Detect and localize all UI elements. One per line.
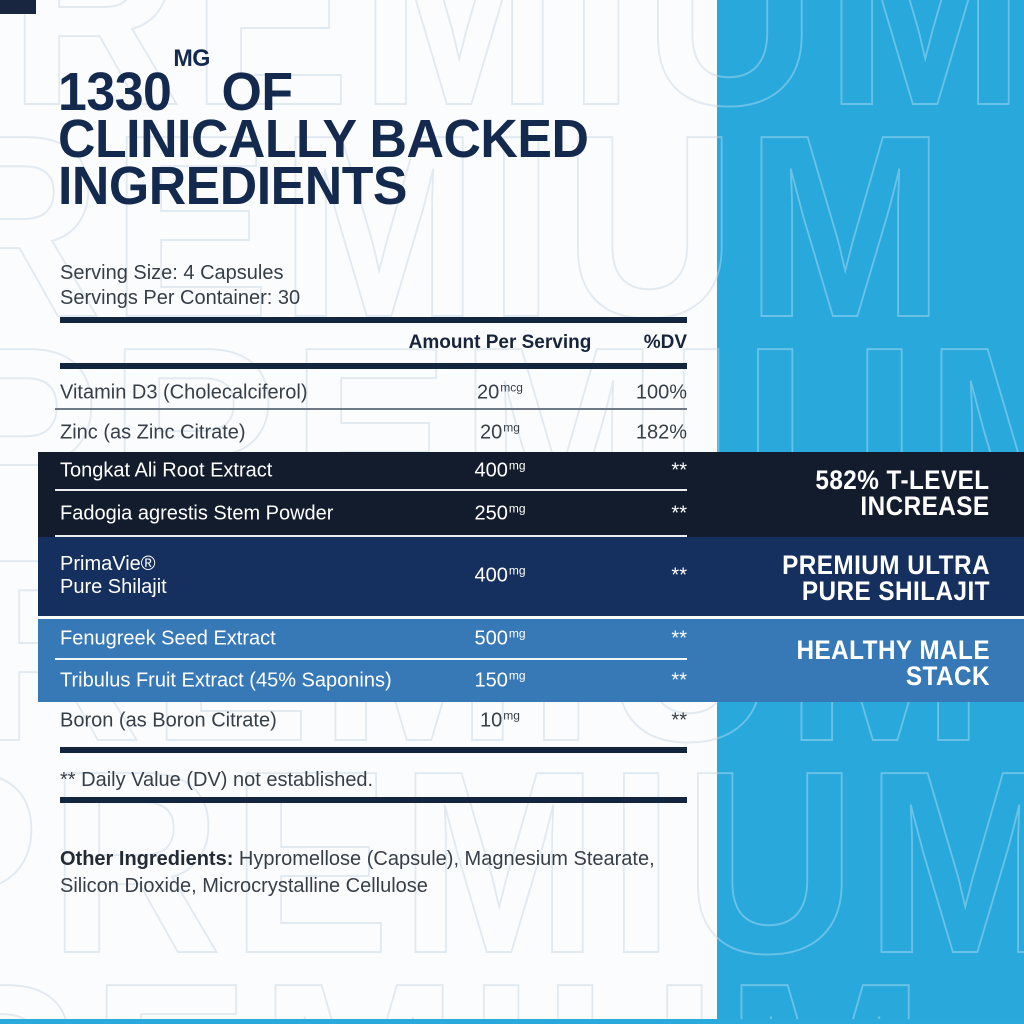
serving-info: Serving Size: 4 Capsules Servings Per Co… [60, 261, 300, 311]
ingredient-name: Boron (as Boron Citrate) [60, 709, 277, 732]
headline-line1: 1330MG OF [58, 45, 588, 120]
watermark-text: PREMIUM PREMIUM [717, 0, 1024, 160]
table-row-boron: Boron (as Boron Citrate) 10mg ** [0, 706, 1024, 736]
headline-amount: 1330 [58, 62, 172, 122]
table-header: Amount Per Serving %DV [0, 330, 1024, 356]
callout-healthy-male-stack: HEALTHY MALE STACK [796, 635, 990, 691]
divider [55, 489, 687, 491]
divider [55, 408, 687, 410]
highlight-band-tlevel [38, 452, 1024, 537]
header-dv: %DV [643, 332, 687, 353]
ingredient-dv: ** [671, 709, 687, 732]
ingredient-amount: 250mg [474, 501, 526, 525]
divider [60, 797, 687, 803]
ingredient-amount: 20mg [480, 420, 520, 444]
ingredient-dv: ** [671, 669, 687, 692]
headline: 1330MG OF CLINICALLY BACKED INGREDIENTS [58, 45, 589, 216]
table-row-zinc: Zinc (as Zinc Citrate) 20mg 182% [0, 418, 1024, 448]
divider [55, 658, 687, 660]
ingredient-dv: ** [671, 627, 687, 650]
ingredient-name: Fadogia agrestis Stem Powder [60, 502, 334, 525]
corner-accent [0, 0, 36, 14]
headline-line2: CLINICALLY BACKED [58, 109, 589, 169]
ingredient-amount: 150mg [474, 668, 526, 692]
table-row-fadogia: Fadogia agrestis Stem Powder 250mg ** [0, 499, 1024, 529]
bottom-accent-strip [0, 1019, 1024, 1024]
ingredient-name: Vitamin D3 (Cholecalciferol) [60, 381, 308, 404]
callout-pure-shilajit: PREMIUM ULTRA PURE SHILAJIT [782, 550, 990, 606]
ingredient-dv: 100% [635, 381, 687, 404]
table-row-primavie: PrimaVie® Pure Shilajit 400mg ** [0, 547, 1024, 605]
watermark-text: PREMIUM PREMIUM [717, 732, 1024, 994]
ingredient-dv: ** [671, 502, 687, 525]
ingredient-name: Fenugreek Seed Extract [60, 627, 276, 650]
ingredient-name: Zinc (as Zinc Citrate) [60, 421, 246, 444]
headline-line3: INGREDIENTS [58, 156, 408, 216]
ingredient-amount: 400mg [474, 563, 526, 587]
other-ingredients-text: Hypromellose (Capsule), Magnesium Steara… [60, 848, 655, 897]
callout-tlevel-increase: 582% T-LEVEL INCREASE [815, 465, 990, 521]
divider [60, 317, 687, 323]
divider [55, 535, 687, 537]
serving-size: Serving Size: 4 Capsules [60, 262, 284, 284]
headline-unit: MG [173, 44, 210, 72]
ingredient-name: Tribulus Fruit Extract (45% Saponins) [60, 669, 392, 692]
ingredient-dv: ** [671, 564, 687, 587]
dv-footnote: ** Daily Value (DV) not established. [60, 768, 374, 791]
divider [60, 747, 687, 753]
servings-per-container: Servings Per Container: 30 [60, 287, 301, 309]
highlight-band-male-stack [38, 619, 1024, 702]
ingredient-dv: 182% [635, 421, 687, 444]
ingredient-dv: ** [671, 459, 687, 482]
table-row-vitamin-d3: Vitamin D3 (Cholecalciferol) 20mcg 100% [0, 378, 1024, 408]
ingredient-amount: 400mg [474, 458, 526, 482]
other-ingredients: Other Ingredients: Hypromellose (Capsule… [60, 846, 676, 900]
watermark-text: PREMIUM PREMIUM [717, 944, 1024, 1024]
header-amount-per-serving: Amount Per Serving [408, 332, 592, 353]
ingredient-name: Tongkat Ali Root Extract [60, 459, 273, 482]
watermark-text: PREMIUM PREMIUM [717, 82, 1024, 372]
ingredient-name: PrimaVie® Pure Shilajit [60, 553, 167, 598]
ingredient-amount: 10mg [480, 708, 520, 732]
ingredient-amount: 20mcg [477, 380, 523, 404]
other-ingredients-label: Other Ingredients: [60, 848, 234, 870]
table-row-tribulus: Tribulus Fruit Extract (45% Saponins) 15… [0, 666, 1024, 696]
headline-of: OF [221, 62, 293, 122]
divider [60, 363, 687, 369]
highlight-band-shilajit [38, 537, 1024, 616]
ingredient-amount: 500mg [474, 626, 526, 650]
divider [38, 616, 1024, 619]
table-row-fenugreek: Fenugreek Seed Extract 500mg ** [0, 624, 1024, 654]
table-row-tongkat: Tongkat Ali Root Extract 400mg ** [0, 456, 1024, 486]
